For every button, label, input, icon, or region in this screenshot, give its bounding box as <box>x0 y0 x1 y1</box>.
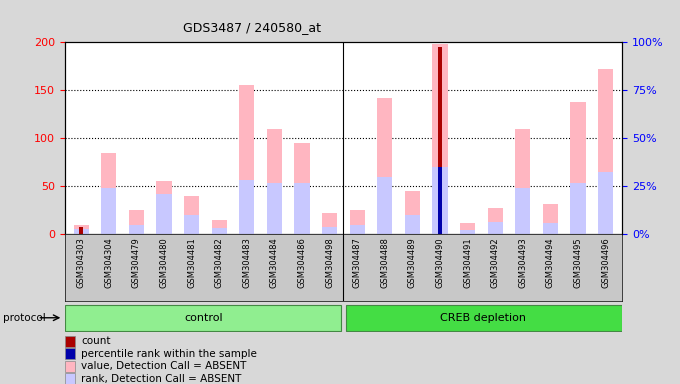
Bar <box>65 373 75 384</box>
Text: rank, Detection Call = ABSENT: rank, Detection Call = ABSENT <box>82 374 241 384</box>
Text: GSM304498: GSM304498 <box>325 238 334 288</box>
Text: GDS3487 / 240580_at: GDS3487 / 240580_at <box>183 21 320 34</box>
Text: GSM304486: GSM304486 <box>297 238 307 288</box>
Text: GSM304482: GSM304482 <box>215 238 224 288</box>
Bar <box>377 98 392 234</box>
Bar <box>184 215 199 234</box>
Bar <box>129 225 144 234</box>
Bar <box>156 194 171 234</box>
Bar <box>460 230 475 234</box>
Text: count: count <box>82 336 111 346</box>
Bar <box>598 172 613 234</box>
Bar <box>294 143 309 234</box>
Text: control: control <box>185 313 223 323</box>
Text: GSM304495: GSM304495 <box>573 238 583 288</box>
Bar <box>239 86 254 234</box>
Text: GSM304481: GSM304481 <box>187 238 196 288</box>
Bar <box>211 220 226 234</box>
Bar <box>211 227 226 234</box>
Bar <box>350 225 364 234</box>
FancyBboxPatch shape <box>345 305 622 331</box>
Text: GSM304496: GSM304496 <box>601 238 610 288</box>
Bar <box>377 177 392 234</box>
Bar <box>267 129 282 234</box>
Bar <box>571 102 585 234</box>
Bar <box>543 204 558 234</box>
Text: GSM304490: GSM304490 <box>435 238 445 288</box>
Text: GSM304480: GSM304480 <box>160 238 169 288</box>
Bar <box>79 227 83 234</box>
Bar <box>350 210 364 234</box>
Text: GSM304479: GSM304479 <box>132 238 141 288</box>
Text: GSM304494: GSM304494 <box>546 238 555 288</box>
Bar <box>267 184 282 234</box>
Bar <box>101 188 116 234</box>
Bar <box>73 225 89 234</box>
Text: GSM304304: GSM304304 <box>104 238 114 288</box>
Text: percentile rank within the sample: percentile rank within the sample <box>82 349 257 359</box>
Bar <box>65 348 75 359</box>
Bar <box>239 180 254 234</box>
Bar <box>65 336 75 346</box>
Text: protocol: protocol <box>3 313 46 323</box>
Text: GSM304487: GSM304487 <box>353 238 362 288</box>
Text: GSM304484: GSM304484 <box>270 238 279 288</box>
Bar <box>129 210 144 234</box>
Bar <box>184 196 199 234</box>
FancyBboxPatch shape <box>65 305 341 331</box>
Bar <box>488 222 503 234</box>
Text: value, Detection Call = ABSENT: value, Detection Call = ABSENT <box>82 361 247 371</box>
Text: CREB depletion: CREB depletion <box>440 313 526 323</box>
Bar <box>571 184 585 234</box>
Text: GSM304303: GSM304303 <box>77 238 86 288</box>
Bar <box>438 47 442 234</box>
Text: GSM304492: GSM304492 <box>491 238 500 288</box>
Bar <box>156 182 171 234</box>
Bar <box>405 191 420 234</box>
Text: GSM304491: GSM304491 <box>463 238 472 288</box>
Text: GSM304483: GSM304483 <box>242 238 252 288</box>
Bar <box>488 209 503 234</box>
Bar <box>432 44 447 234</box>
Bar <box>460 223 475 234</box>
Bar <box>322 213 337 234</box>
Bar <box>65 361 75 372</box>
Bar <box>543 223 558 234</box>
Bar <box>405 215 420 234</box>
Bar <box>73 230 89 234</box>
Bar <box>294 184 309 234</box>
Bar <box>598 69 613 234</box>
Bar <box>432 167 447 234</box>
Text: GSM304488: GSM304488 <box>380 238 390 288</box>
Text: GSM304493: GSM304493 <box>518 238 527 288</box>
Bar <box>101 153 116 234</box>
Bar <box>438 167 442 234</box>
Bar <box>515 188 530 234</box>
Bar <box>322 227 337 234</box>
Text: GSM304489: GSM304489 <box>408 238 417 288</box>
Bar <box>515 129 530 234</box>
